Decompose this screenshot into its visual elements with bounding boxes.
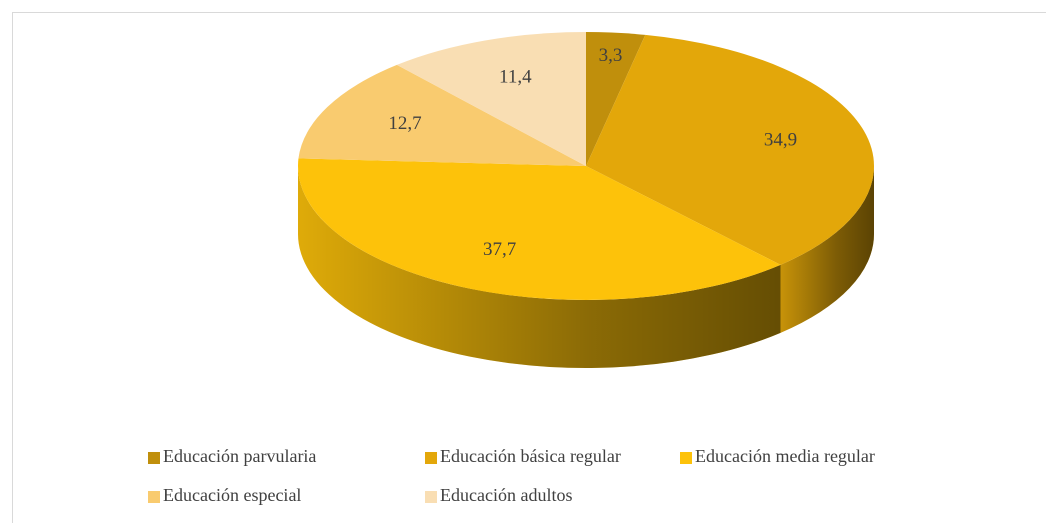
data-label: 3,3: [599, 45, 623, 66]
data-label: 12,7: [388, 113, 421, 134]
legend-swatch: [148, 452, 160, 464]
legend-label: Educación básica regular: [440, 446, 621, 466]
legend-swatch: [425, 491, 437, 503]
slice: [586, 34, 874, 265]
legend-label: Educación adultos: [440, 485, 572, 505]
slice: [396, 32, 586, 166]
slice: [586, 32, 646, 166]
legend-swatch: [425, 452, 437, 464]
legend-swatch: [148, 491, 160, 503]
data-label: 34,9: [764, 130, 797, 151]
slice: [298, 64, 586, 166]
legend-label: Educación media regular: [695, 446, 875, 466]
slice-side-shade: [298, 166, 781, 368]
slice: [298, 158, 781, 300]
legend-label: Educación especial: [163, 485, 301, 505]
data-label: 11,4: [499, 67, 532, 88]
slice-side-shade: [780, 166, 874, 333]
data-label: 37,7: [483, 239, 516, 260]
chart-border: [12, 12, 1046, 523]
legend-swatch: [680, 452, 692, 464]
legend-label: Educación parvularia: [163, 446, 316, 466]
